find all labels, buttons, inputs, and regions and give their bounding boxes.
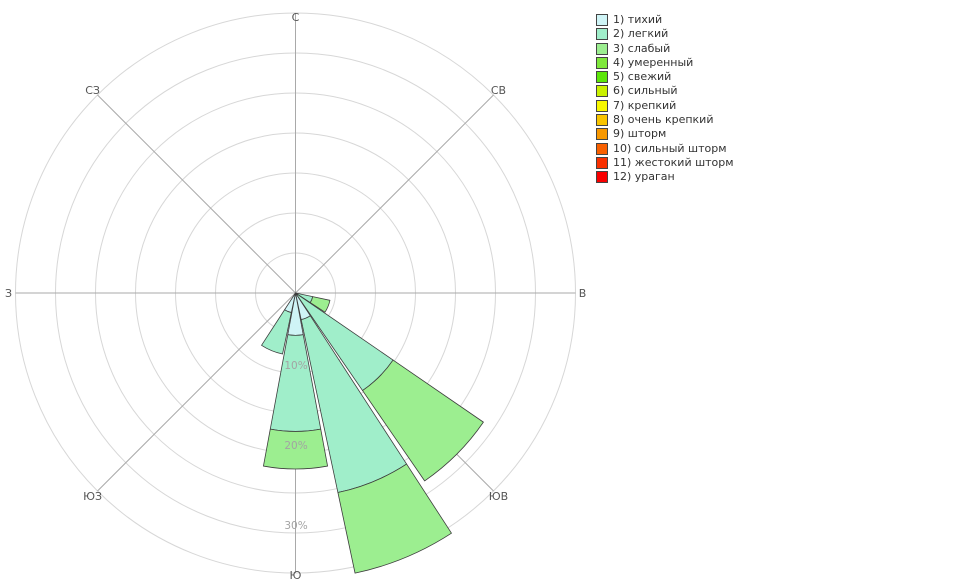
legend-item: 2) легкий	[596, 27, 734, 41]
petal-segment	[362, 359, 484, 482]
legend-label: 9) шторм	[613, 127, 667, 141]
legend-label: 2) легкий	[613, 27, 669, 41]
legend-label: 3) слабый	[613, 41, 671, 55]
legend-swatch	[596, 56, 608, 69]
legend-item: 8) очень крепкий	[596, 113, 734, 127]
legend-swatch	[596, 142, 608, 155]
legend-swatch	[596, 99, 608, 112]
direction-label-180: Ю	[290, 569, 302, 582]
radial-tick-label: 10%	[284, 360, 307, 372]
legend-item: 11) жестокий шторм	[596, 156, 734, 170]
direction-label-270: З	[5, 287, 12, 300]
legend-item: 4) умеренный	[596, 56, 734, 70]
legend-item: 12) ураган	[596, 170, 734, 184]
legend-item: 7) крепкий	[596, 99, 734, 113]
direction-label-0: С	[292, 11, 300, 24]
direction-label-135: ЮВ	[489, 490, 508, 503]
legend-item: 10) сильный шторм	[596, 142, 734, 156]
direction-label-90: В	[579, 287, 587, 300]
legend-swatch	[596, 42, 608, 55]
legend-label: 4) умеренный	[613, 55, 694, 69]
legend-label: 6) сильный	[613, 84, 678, 98]
legend-item: 6) сильный	[596, 84, 734, 98]
legend-swatch	[596, 156, 608, 169]
legend-item: 9) шторм	[596, 127, 734, 141]
radial-tick-label: 30%	[284, 520, 307, 532]
legend-item: 3) слабый	[596, 42, 734, 56]
legend-label: 8) очень крепкий	[613, 113, 714, 127]
legend-label: 12) ураган	[613, 170, 675, 184]
legend-label: 7) крепкий	[613, 98, 677, 112]
legend-item: 5) свежий	[596, 70, 734, 84]
legend-swatch	[596, 171, 608, 184]
petal-segment	[309, 296, 331, 313]
direction-label-45: СВ	[491, 84, 506, 97]
legend-label: 5) свежий	[613, 70, 672, 84]
petal-segment	[337, 463, 452, 574]
legend: 1) тихий 2) легкий 3) слабый 4) умеренный 5)…	[596, 13, 734, 185]
legend-swatch	[596, 128, 608, 141]
legend-swatch	[596, 14, 608, 26]
legend-label: 10) сильный шторм	[613, 141, 727, 155]
legend-swatch	[596, 71, 608, 84]
legend-swatch	[596, 28, 608, 41]
legend-item: 1) тихий	[596, 13, 734, 27]
direction-label-315: СЗ	[85, 84, 100, 97]
legend-label: 1) тихий	[613, 13, 663, 26]
radial-tick-label: 20%	[284, 440, 307, 452]
petal-segment	[263, 428, 328, 470]
legend-swatch	[596, 85, 608, 98]
petal-segment	[261, 309, 292, 355]
direction-label-225: ЮЗ	[83, 490, 102, 503]
legend-label: 11) жестокий шторм	[613, 155, 734, 169]
legend-swatch	[596, 114, 608, 127]
